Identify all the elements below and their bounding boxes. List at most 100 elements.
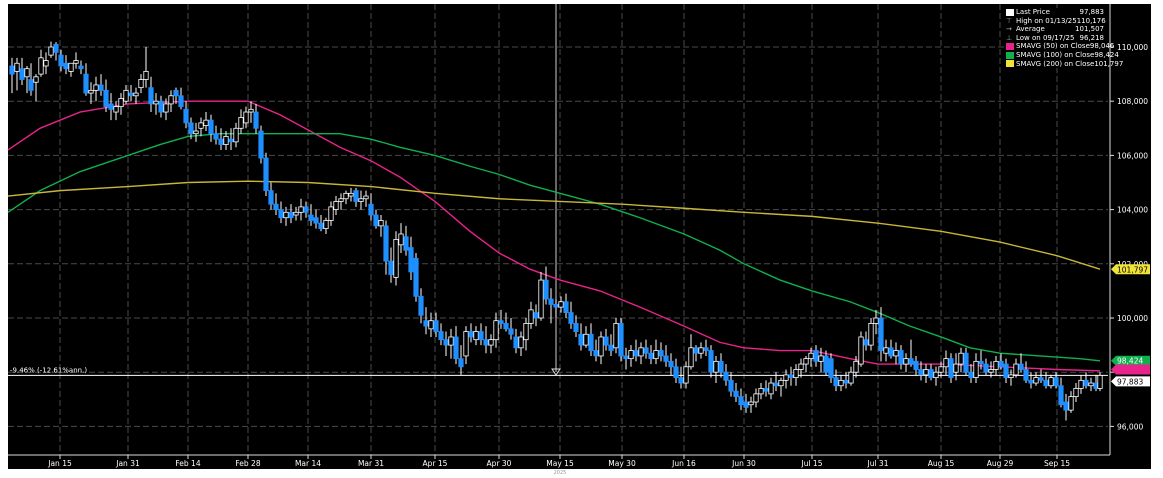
svg-text:98,424: 98,424	[1117, 357, 1143, 366]
y-tick-label: 100,000	[1117, 314, 1148, 323]
candle	[108, 103, 114, 110]
candle	[888, 347, 894, 357]
axis-price-tag	[1111, 364, 1150, 375]
candle	[68, 62, 74, 72]
candlesticks	[9, 41, 1103, 421]
candle	[678, 377, 684, 384]
candle	[183, 108, 189, 124]
candle	[368, 203, 374, 216]
candle	[703, 347, 709, 351]
legend-label: Average	[1016, 25, 1045, 34]
candle	[753, 393, 759, 403]
legend-row: ⊥ Low on 09/17/25 96,218	[1006, 34, 1106, 43]
candle	[203, 119, 209, 126]
candle	[758, 388, 764, 395]
x-tick-label: Feb 14	[175, 459, 200, 468]
axis-price-tag: 98,424	[1111, 355, 1150, 366]
candle	[858, 336, 864, 365]
candle	[288, 211, 294, 219]
candle	[398, 233, 404, 246]
candle	[813, 350, 819, 362]
legend-value: 96,218	[1079, 33, 1105, 42]
x-tick-label: Feb 28	[235, 459, 260, 468]
y-tick-label: 96,000	[1117, 422, 1143, 431]
legend-label: Last Price	[1016, 8, 1050, 16]
y-tick-label: 106,000	[1117, 151, 1148, 160]
candle	[523, 323, 529, 341]
candle	[1043, 379, 1049, 387]
candle	[163, 103, 169, 113]
candle	[853, 360, 859, 373]
candle	[273, 203, 279, 210]
candle	[948, 358, 954, 379]
candle	[443, 339, 449, 346]
candle	[593, 350, 599, 357]
candle	[533, 312, 539, 319]
x-tick-label: Jul 31	[867, 459, 889, 468]
candle	[978, 360, 984, 365]
candle	[253, 111, 259, 129]
candle	[228, 138, 234, 143]
candle	[24, 68, 30, 78]
candle	[723, 371, 729, 381]
candle	[878, 317, 884, 351]
candle	[1097, 375, 1103, 389]
candle	[9, 65, 15, 75]
candle	[683, 366, 689, 384]
candle	[553, 304, 559, 308]
y-tick-label: 108,000	[1117, 97, 1148, 106]
candle	[773, 382, 779, 387]
candle	[193, 130, 199, 135]
candle	[963, 352, 969, 373]
candle	[528, 309, 534, 324]
candle	[123, 89, 129, 102]
candle	[783, 374, 789, 381]
candle	[298, 206, 304, 213]
candle	[748, 401, 754, 406]
candle	[558, 301, 564, 308]
candle	[673, 366, 679, 379]
candle	[128, 92, 134, 97]
candle	[503, 323, 509, 330]
candle	[418, 295, 424, 316]
y-tick-label: 110,000	[1117, 43, 1148, 52]
candle	[933, 371, 939, 379]
candle	[973, 360, 979, 379]
candle	[663, 355, 669, 362]
x-tick-label: Jun 16	[671, 459, 696, 468]
crosshair-marker-icon	[551, 368, 561, 376]
candle	[463, 331, 469, 357]
legend-label: SMAVG (100) on Close	[1016, 50, 1095, 59]
legend-swatch-icon	[1006, 43, 1014, 51]
x-tick-label: Jan 31	[115, 459, 140, 468]
candle	[313, 217, 319, 224]
candle	[468, 331, 474, 338]
candle	[423, 320, 429, 327]
candle	[908, 358, 914, 365]
candle	[763, 388, 769, 392]
candle	[733, 390, 739, 397]
year-label: 2025	[554, 470, 567, 476]
candle	[623, 355, 629, 360]
candle	[53, 43, 59, 53]
candle	[378, 220, 384, 227]
candle	[83, 73, 89, 94]
x-tick-label: Jan 15	[47, 459, 72, 468]
candle	[14, 62, 20, 72]
candle	[113, 106, 119, 113]
legend-label: SMAVG (200) on Close	[1016, 59, 1095, 68]
candle	[1053, 377, 1059, 387]
candle	[993, 360, 999, 370]
candle	[498, 320, 504, 324]
candle	[938, 366, 944, 373]
candle	[148, 87, 154, 105]
candle	[73, 60, 79, 64]
x-tick-label: Aug 29	[987, 459, 1014, 468]
candle	[448, 336, 454, 346]
candle	[453, 336, 459, 360]
candle	[258, 130, 264, 159]
candle	[548, 298, 554, 305]
candle	[1073, 388, 1079, 397]
avg-marker-icon: →	[1006, 25, 1012, 34]
